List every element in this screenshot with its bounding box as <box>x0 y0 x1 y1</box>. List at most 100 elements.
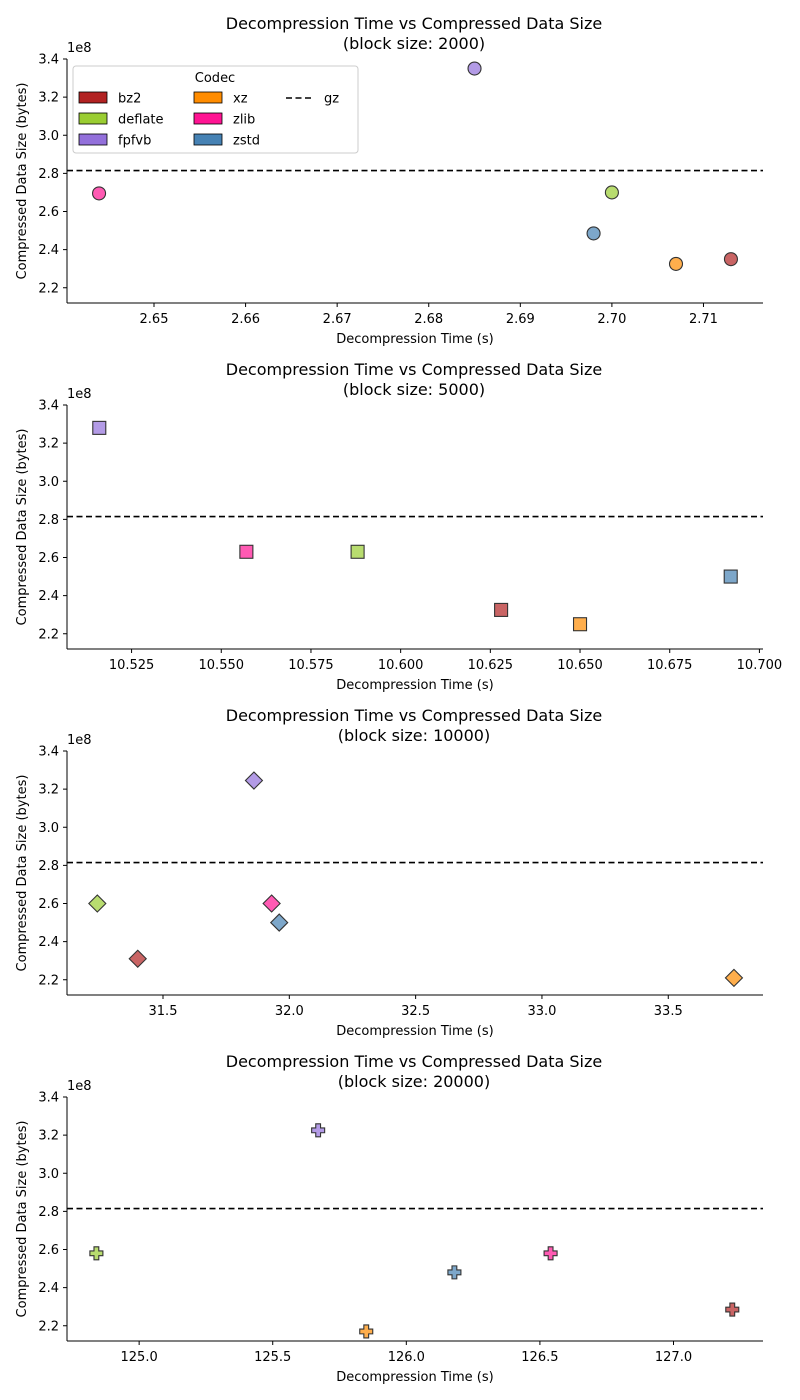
point-xz <box>724 968 744 988</box>
y-tick-label: 2.6 <box>38 551 59 566</box>
x-tick-label: 127.0 <box>655 1350 692 1365</box>
x-tick-label: 2.69 <box>506 312 535 327</box>
x-tick-label: 33.0 <box>527 1004 556 1019</box>
point-xz <box>572 617 588 632</box>
y-tick-label: 2.4 <box>38 935 59 950</box>
legend-swatch-deflate <box>78 112 108 125</box>
legend-label-fpfvb: fpfvb <box>118 134 151 149</box>
y-tick-label: 2.8 <box>38 513 59 528</box>
y-tick-label: 2.2 <box>38 627 59 642</box>
x-tick-label: 2.67 <box>323 312 352 327</box>
x-axis-label: Decompression Time (s) <box>336 1024 493 1039</box>
chart-panel-3: Decompression Time vs Compressed Data Si… <box>15 706 763 1039</box>
point-bz2 <box>723 252 738 267</box>
point-fpfvb <box>311 1123 326 1138</box>
chart-panel-1: Decompression Time vs Compressed Data Si… <box>15 14 763 347</box>
y-multiplier-label: 1e8 <box>67 387 92 402</box>
y-tick-label: 3.4 <box>38 53 59 68</box>
point-zstd <box>723 569 738 584</box>
chart-title: Decompression Time vs Compressed Data Si… <box>226 14 603 33</box>
y-tick-label: 2.4 <box>38 589 59 604</box>
x-tick-label: 2.70 <box>597 312 626 327</box>
point-deflate <box>604 185 619 200</box>
x-tick-label: 33.5 <box>654 1004 683 1019</box>
point-bz2 <box>725 1302 740 1317</box>
y-tick-label: 3.4 <box>38 399 59 414</box>
x-axis-label: Decompression Time (s) <box>336 1370 493 1385</box>
legend-label-deflate: deflate <box>118 113 164 128</box>
y-tick-label: 2.6 <box>38 205 59 220</box>
chart-panel-2: Decompression Time vs Compressed Data Si… <box>15 360 782 693</box>
y-axis-label: Compressed Data Size (bytes) <box>15 429 30 626</box>
x-tick-label: 10.600 <box>378 658 424 673</box>
x-tick-label: 31.5 <box>149 1004 178 1019</box>
y-axis-label: Compressed Data Size (bytes) <box>15 83 30 280</box>
y-tick-label: 2.8 <box>38 167 59 182</box>
chart-subtitle: (block size: 2000) <box>343 34 485 53</box>
legend: Codec bz2 deflate fpfvb xz zlib zstd gz <box>72 65 359 154</box>
y-tick-label: 3.2 <box>38 91 59 106</box>
x-tick-label: 2.71 <box>689 312 718 327</box>
x-tick-label: 32.0 <box>275 1004 304 1019</box>
point-deflate <box>350 544 365 559</box>
chart-panel-4: Decompression Time vs Compressed Data Si… <box>15 1052 763 1385</box>
point-xz <box>668 256 684 271</box>
point-zlib <box>239 544 254 559</box>
x-axis-label: Decompression Time (s) <box>336 678 493 693</box>
y-tick-label: 2.2 <box>38 281 59 296</box>
y-tick-label: 3.2 <box>38 783 59 798</box>
y-tick-label: 3.4 <box>38 1091 59 1106</box>
y-tick-label: 2.2 <box>38 973 59 988</box>
y-tick-label: 3.2 <box>38 1129 59 1144</box>
legend-swatch-zlib <box>193 112 223 125</box>
y-tick-label: 3.0 <box>38 1167 59 1182</box>
legend-label-bz2: bz2 <box>118 92 141 107</box>
point-fpfvb <box>244 771 264 790</box>
chart-title: Decompression Time vs Compressed Data Si… <box>226 1052 603 1071</box>
y-multiplier-label: 1e8 <box>67 733 92 748</box>
x-tick-label: 125.5 <box>254 1350 291 1365</box>
x-tick-label: 10.700 <box>737 658 783 673</box>
legend-label-xz: xz <box>233 92 248 107</box>
x-axis-label: Decompression Time (s) <box>336 332 493 347</box>
point-zstd <box>586 226 601 241</box>
x-tick-label: 10.575 <box>288 658 334 673</box>
y-tick-label: 2.4 <box>38 1281 59 1296</box>
legend-label-gz: gz <box>324 92 339 107</box>
x-tick-label: 125.0 <box>121 1350 158 1365</box>
point-bz2 <box>494 602 509 617</box>
point-deflate <box>89 1246 104 1261</box>
x-tick-label: 10.650 <box>557 658 603 673</box>
y-tick-label: 2.6 <box>38 897 59 912</box>
point-zstd <box>269 913 289 932</box>
x-tick-label: 32.5 <box>401 1004 430 1019</box>
y-tick-label: 2.4 <box>38 243 59 258</box>
y-tick-label: 3.4 <box>38 745 59 760</box>
y-tick-label: 3.0 <box>38 129 59 144</box>
x-tick-label: 2.65 <box>140 312 169 327</box>
y-tick-label: 3.0 <box>38 475 59 490</box>
x-tick-label: 10.625 <box>468 658 514 673</box>
chart-title: Decompression Time vs Compressed Data Si… <box>226 360 603 379</box>
x-tick-label: 126.0 <box>388 1350 425 1365</box>
y-multiplier-label: 1e8 <box>67 1079 92 1094</box>
legend-box <box>72 65 359 154</box>
y-axis-label: Compressed Data Size (bytes) <box>15 775 30 972</box>
legend-swatch-bz2 <box>78 91 108 104</box>
point-bz2 <box>128 949 148 969</box>
y-tick-label: 2.2 <box>38 1319 59 1334</box>
x-tick-label: 10.550 <box>199 658 245 673</box>
y-multiplier-label: 1e8 <box>67 41 92 56</box>
x-tick-label: 2.68 <box>414 312 443 327</box>
point-fpfvb <box>92 420 107 435</box>
y-tick-label: 2.8 <box>38 859 59 874</box>
y-tick-label: 2.8 <box>38 1205 59 1220</box>
legend-swatch-xz <box>193 91 223 104</box>
legend-swatch-zstd <box>193 133 223 146</box>
y-tick-label: 3.2 <box>38 437 59 452</box>
y-axis-label: Compressed Data Size (bytes) <box>15 1121 30 1318</box>
x-tick-label: 2.66 <box>231 312 260 327</box>
legend-swatch-fpfvb <box>78 133 108 146</box>
point-fpfvb <box>467 61 482 76</box>
chart-subtitle: (block size: 10000) <box>338 726 490 745</box>
